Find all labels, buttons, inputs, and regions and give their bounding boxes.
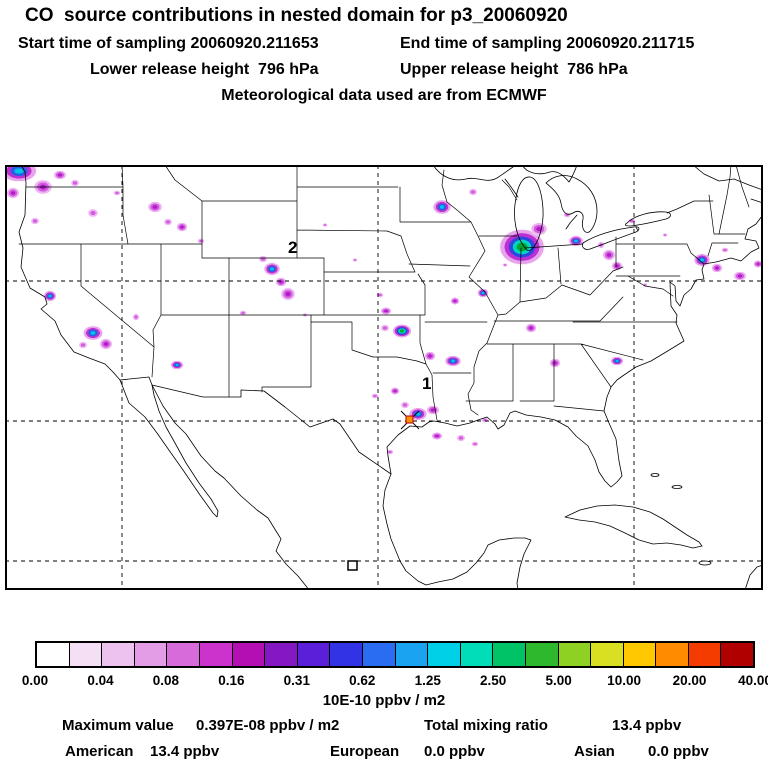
colorbar-cell <box>297 643 331 666</box>
colorbar-tick-label: 0.08 <box>152 673 180 688</box>
great-lakes <box>432 165 671 252</box>
colorbar-cell <box>102 643 135 666</box>
trajectory-point-2-label: 2 <box>288 238 297 257</box>
colorbar-tick-label: 0.16 <box>218 673 245 688</box>
map-frame <box>5 165 763 590</box>
total-mixing-label: Total mixing ratio <box>424 717 548 734</box>
colorbar-cell <box>134 643 168 666</box>
colorbar-tick-label: 1.25 <box>414 673 441 688</box>
colorbar-cell <box>656 643 689 666</box>
colorbar-cell <box>591 643 624 666</box>
colorbar-cell <box>558 643 592 666</box>
coastline <box>18 165 763 590</box>
upper-release-text: Upper release height 786 hPa <box>400 61 628 78</box>
colorbar-cell <box>232 643 266 666</box>
colorbar-tick-label: 0.00 <box>21 673 49 688</box>
colorbar-tick-label: 0.31 <box>283 673 310 688</box>
total-mixing-value: 13.4 ppbv <box>612 717 682 734</box>
state-boundaries <box>18 165 750 421</box>
region-name-european: European <box>330 743 400 760</box>
latlon-grid <box>5 165 763 590</box>
region-name-asian: Asian <box>574 743 615 760</box>
colorbar-cell <box>623 643 657 666</box>
colorbar-tick-label: 0.04 <box>87 673 114 688</box>
colorbar-cell <box>395 643 429 666</box>
us-map-svg: 2 1 <box>5 165 763 590</box>
page-title: CO source contributions in nested domain… <box>25 5 568 26</box>
colorbar-cell <box>37 643 70 666</box>
map-background <box>5 165 763 590</box>
colorbar-cell <box>428 643 461 666</box>
start-time-text: Start time of sampling 20060920.211653 <box>18 35 319 52</box>
colorbar-cell <box>362 643 396 666</box>
max-value-label: Maximum value <box>62 717 174 734</box>
colorbar-cell <box>199 643 233 666</box>
colorbar-cell <box>460 643 494 666</box>
colorbar-tick-label: 5.00 <box>545 673 572 688</box>
colorbar-cell <box>330 643 363 666</box>
colorbar-cell <box>265 643 298 666</box>
region-name-american: American <box>65 743 134 760</box>
max-value-text: 0.397E-08 ppbv / m2 <box>196 717 340 734</box>
colorbar-cell <box>167 643 200 666</box>
region-value-european: 0.0 ppbv <box>424 743 485 760</box>
colorbar-tick-label: 40.00 <box>738 673 768 688</box>
colorbar-tick-label: 10.00 <box>607 673 641 688</box>
map-panel: 2 1 <box>5 165 763 590</box>
end-time-text: End time of sampling 20060920.211715 <box>400 35 695 52</box>
colorbar-cell <box>493 643 526 666</box>
colorbar-cell <box>69 643 103 666</box>
colorbar <box>35 641 755 668</box>
region-value-american: 13.4 ppbv <box>150 743 220 760</box>
colorbar-tick-label: 0.62 <box>349 673 376 688</box>
colorbar-cell <box>721 643 754 666</box>
colorbar-cell <box>525 643 559 666</box>
release-site-marker <box>400 410 420 430</box>
colorbar-tick-row: 0.00 0.04 0.08 0.16 0.31 0.62 1.25 2.50 5.00 10.0… <box>0 673 768 691</box>
met-data-text: Meteorological data used are from ECMWF <box>221 87 547 104</box>
colorbar-tick-label: 20.00 <box>672 673 707 688</box>
colorbar-cell <box>688 643 722 666</box>
domain-marker-square <box>347 560 358 571</box>
region-value-asian: 0.0 ppbv <box>648 743 709 760</box>
lower-release-text: Lower release height 796 hPa <box>90 61 319 78</box>
trajectory-point-1-label: 1 <box>422 374 431 393</box>
colorbar-tick-label: 2.50 <box>480 673 507 688</box>
colorbar-unit-label: 10E-10 ppbv / m2 <box>322 692 446 709</box>
